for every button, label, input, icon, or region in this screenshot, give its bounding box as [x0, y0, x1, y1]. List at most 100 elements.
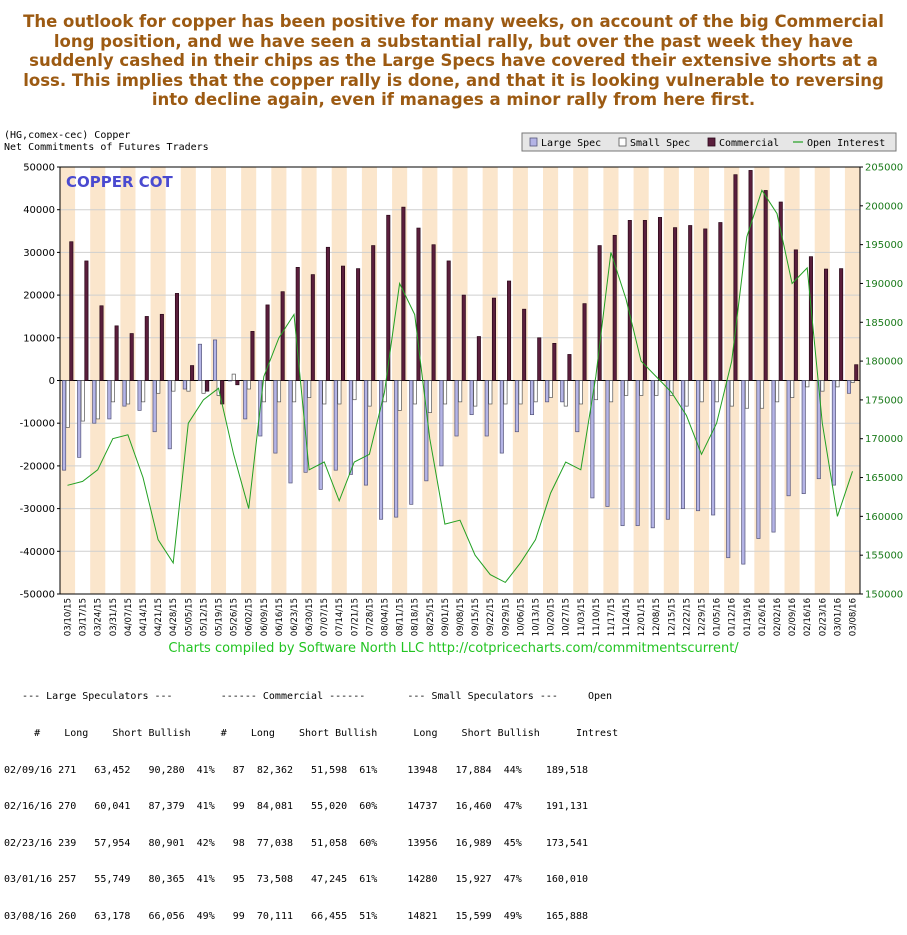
left-tick-label: 0: [49, 376, 55, 387]
bar-large-spec: [560, 380, 565, 403]
x-tick-label: 04/21/15: [154, 598, 164, 636]
bar-commercial: [386, 214, 391, 381]
bar-large-spec: [273, 380, 278, 454]
x-tick-label: 06/30/15: [305, 598, 315, 636]
bar-large-spec: [363, 380, 368, 486]
bar-commercial: [265, 304, 270, 381]
bar-large-spec: [92, 380, 97, 424]
x-tick-label: 07/21/15: [350, 598, 360, 636]
x-tick-label: 09/15/15: [471, 598, 481, 636]
bar-small-spec: [322, 380, 327, 405]
bar-small-spec: [367, 380, 372, 407]
x-tick-label: 03/08/16: [848, 598, 858, 636]
bar-small-spec: [231, 373, 236, 381]
bar-large-spec: [182, 380, 187, 390]
chart-credit: Charts compiled by Software North LLC ht…: [168, 641, 739, 656]
bar-commercial: [627, 220, 632, 381]
stats-row: 02/09/16 271 63,452 90,280 41% 87 82,362…: [4, 764, 588, 776]
left-tick-label: 40000: [23, 205, 55, 216]
x-tick-label: 08/18/15: [411, 598, 421, 636]
bar-small-spec: [352, 380, 357, 401]
bar-large-spec: [409, 380, 414, 505]
bar-large-spec: [801, 380, 806, 495]
bar-small-spec: [669, 380, 674, 396]
right-tick-label: 165000: [865, 473, 903, 484]
bar-commercial: [84, 260, 89, 381]
left-tick-label: -30000: [20, 504, 55, 515]
x-tick-label: 03/10/15: [64, 598, 74, 636]
bar-small-spec: [835, 380, 840, 388]
bar-small-spec: [593, 380, 599, 401]
bar-small-spec: [412, 380, 417, 405]
bar-large-spec: [379, 380, 384, 520]
bar-commercial: [114, 325, 119, 381]
bar-small-spec: [518, 380, 523, 405]
bar-small-spec: [307, 380, 312, 398]
left-tick-label: -40000: [20, 547, 55, 558]
x-tick-label: 05/05/15: [184, 598, 194, 636]
x-tick-label: 12/22/15: [682, 598, 692, 636]
bar-small-spec: [714, 380, 719, 403]
bar-commercial: [522, 308, 527, 381]
bar-small-spec: [186, 380, 191, 392]
bar-large-spec: [545, 380, 550, 403]
right-tick-label: 150000: [865, 590, 903, 601]
bar-small-spec: [427, 380, 432, 413]
bar-large-spec: [650, 380, 655, 529]
bar-small-spec: [156, 380, 161, 394]
x-tick-label: 07/28/15: [365, 598, 375, 636]
bar-commercial: [310, 274, 315, 381]
bar-small-spec: [126, 380, 131, 405]
bar-commercial: [673, 227, 678, 381]
right-tick-label: 205000: [865, 163, 903, 174]
bar-small-spec: [790, 380, 795, 398]
right-tick-label: 195000: [865, 240, 903, 251]
bar-small-spec: [458, 380, 463, 403]
bar-small-spec: [171, 380, 176, 392]
left-tick-label: -50000: [20, 590, 55, 601]
bar-commercial: [793, 249, 798, 381]
bar-commercial: [174, 293, 179, 381]
cot-chart: 50000 40000 30000 20000 10000 0 -10000 -20000 -3…: [20, 132, 903, 636]
right-tick-label: 185000: [865, 318, 903, 329]
x-tick-label: 04/07/15: [124, 598, 134, 636]
legend-label: Small Spec: [630, 138, 690, 149]
bar-commercial: [657, 217, 663, 381]
bar-commercial: [129, 333, 134, 381]
bar-large-spec: [484, 380, 489, 437]
bar-large-spec: [137, 380, 142, 411]
bar-commercial: [537, 337, 542, 381]
bar-small-spec: [65, 380, 70, 428]
legend-label: Open Interest: [807, 138, 885, 149]
chart-header: (HG,comex-cec) Copper Net Commitments of…: [4, 130, 209, 154]
x-tick-label: 11/03/15: [577, 598, 587, 636]
bar-small-spec: [850, 380, 855, 383]
bar-large-spec: [529, 380, 535, 416]
bar-large-spec: [303, 380, 308, 473]
right-tick-label: 175000: [865, 395, 903, 406]
bar-large-spec: [152, 380, 157, 433]
bar-small-spec: [699, 380, 704, 403]
bar-large-spec: [680, 380, 685, 509]
bar-commercial: [144, 316, 149, 381]
x-tick-label: 09/01/15: [441, 598, 451, 636]
open-interest-line: [67, 189, 853, 584]
legend-swatch: [707, 137, 716, 147]
x-tick-label: 06/02/15: [245, 598, 255, 636]
bar-small-spec: [624, 380, 629, 396]
left-tick-label: 30000: [23, 248, 55, 259]
x-tick-label: 11/24/15: [622, 598, 632, 636]
bar-large-spec: [454, 380, 459, 437]
bar-large-spec: [288, 380, 293, 484]
bar-small-spec: [488, 380, 493, 405]
stats-row: 02/23/16 239 57,954 80,901 42% 98 77,038…: [4, 837, 588, 849]
x-tick-label: 03/17/15: [79, 598, 89, 636]
x-tick-label: 10/20/15: [547, 598, 557, 636]
x-tick-label: 12/08/15: [652, 598, 662, 636]
bar-commercial: [235, 380, 240, 386]
bar-small-spec: [110, 380, 115, 403]
bar-small-spec: [80, 380, 85, 422]
x-tick-label: 10/06/15: [516, 598, 526, 636]
bar-commercial: [476, 336, 481, 381]
x-tick-label: 09/29/15: [501, 598, 511, 636]
